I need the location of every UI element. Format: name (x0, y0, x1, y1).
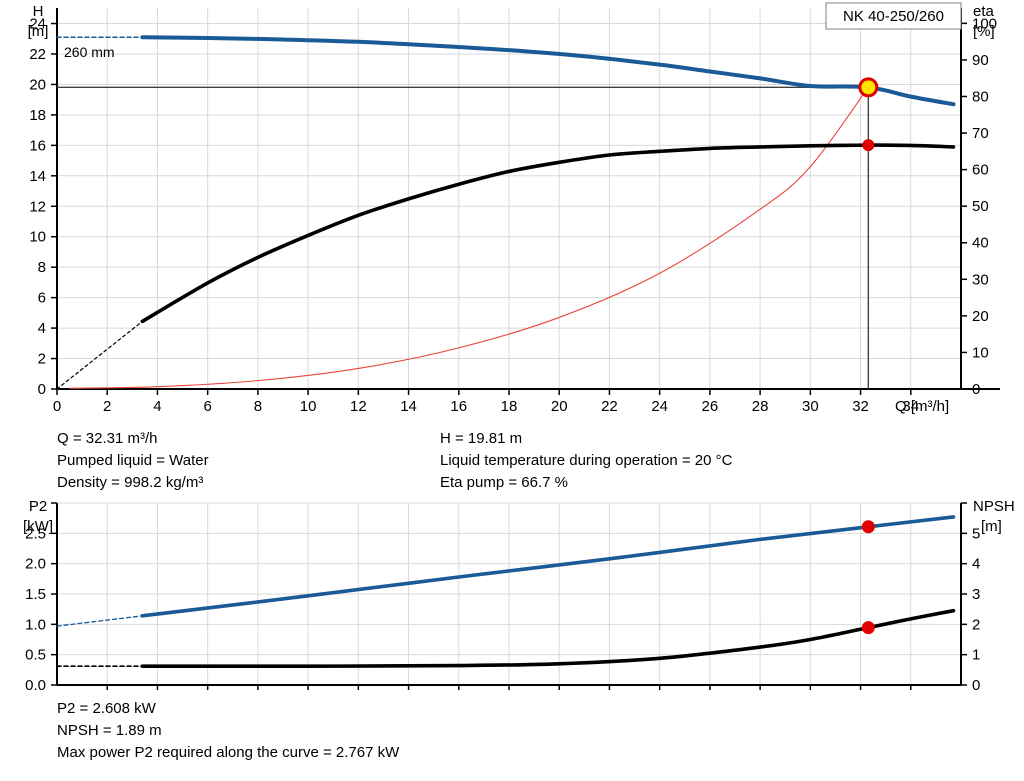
x-tick-label: 30 (802, 398, 819, 415)
y-right-tick-label: 5 (972, 525, 980, 542)
y-left-tick-label: 18 (29, 107, 46, 124)
y-right-tick-label: 4 (972, 556, 980, 573)
x-tick-label: 18 (501, 398, 518, 415)
y-right-tick-label: 70 (972, 125, 989, 142)
power-info-left: P2 = 2.608 kW NPSH = 1.89 m Max power P2 r… (57, 698, 399, 764)
y-left-axis-unit: [kW] (23, 518, 53, 535)
x-tick-label: 10 (300, 398, 317, 415)
duty-info-right-line-3: Eta pump = 66.7 % (440, 474, 568, 491)
duty-info-right-line-1: H = 19.81 m (440, 430, 523, 447)
x-tick-label: 28 (752, 398, 769, 415)
duty-info-left-line-3: Density = 998.2 kg/m³ (57, 474, 204, 491)
efficiency-curve-extension (56, 320, 143, 390)
y-left-tick-label: 16 (29, 137, 46, 154)
duty-info-left-line-2: Pumped liquid = Water (57, 452, 209, 469)
y-right-tick-label: 0 (972, 381, 980, 398)
duty-info-right: H = 19.81 m Liquid temperature during ope… (440, 428, 732, 494)
x-tick-label: 20 (551, 398, 568, 415)
x-tick-label: 8 (254, 398, 262, 415)
power-duty-point-marker[interactable] (861, 520, 875, 534)
y-right-tick-label: 80 (972, 88, 989, 105)
y-left-tick-label: 0 (38, 381, 46, 398)
y-left-tick-label: 1.0 (25, 616, 46, 633)
head-curve (140, 35, 956, 107)
power-curve-extension (56, 615, 144, 627)
pump-title-box-label: NK 40-250/260 (843, 8, 944, 25)
duty-info-left-line-1: Q = 32.31 m³/h (57, 430, 158, 447)
y-right-axis-title: NPSH (973, 498, 1015, 515)
y-left-tick-label: 2 (38, 351, 46, 368)
y-left-tick-label: 10 (29, 229, 46, 246)
head-duty-point-marker[interactable] (858, 77, 879, 98)
y-right-tick-label: 50 (972, 198, 989, 215)
y-right-tick-label: 90 (972, 52, 989, 69)
y-right-axis-unit: [%] (973, 23, 995, 40)
x-tick-label: 16 (450, 398, 467, 415)
x-tick-label: 14 (400, 398, 417, 415)
y-right-tick-label: 100 (972, 15, 997, 32)
npsh-curve-thin (69, 86, 869, 389)
duty-info-right-line-2: Liquid temperature during operation = 20… (440, 452, 733, 469)
y-left-tick-label: 2.5 (25, 525, 46, 542)
x-axis-title: Q [m³/h] (895, 398, 949, 415)
y-left-tick-label: 0.5 (25, 647, 46, 664)
y-left-tick-label: 4 (38, 320, 46, 337)
impeller-diameter-label: 260 mm (64, 44, 115, 60)
y-right-tick-label: 30 (972, 271, 989, 288)
y-right-tick-label: 2 (972, 616, 980, 633)
y-left-tick-label: 2.0 (25, 556, 46, 573)
y-left-tick-label: 22 (29, 46, 46, 63)
y-left-tick-label: 1.5 (25, 586, 46, 603)
efficiency-duty-point-marker[interactable] (862, 139, 875, 152)
bottom-chart-group: 0.0 0.5 1.0 1.5 2.0 2.5 0 1 2 3 4 5 P2 [kW] NPSH [m] (23, 498, 1015, 694)
efficiency-curve (140, 143, 956, 324)
power-info-left-line-3: Max power P2 required along the curve = … (57, 744, 400, 761)
y-left-tick-label: 12 (29, 198, 46, 215)
y-left-tick-label: 6 (38, 290, 46, 307)
y-left-tick-label: 0.0 (25, 677, 46, 694)
y-left-axis-title: P2 (29, 498, 47, 515)
y-left-tick-label: 20 (29, 76, 46, 93)
y-right-tick-label: 1 (972, 647, 980, 664)
x-tick-label: 34 (902, 398, 919, 415)
x-tick-label: 12 (350, 398, 367, 415)
npsh-curve (140, 608, 956, 669)
x-tick-label: 22 (601, 398, 618, 415)
power-curve (140, 515, 956, 618)
y-right-tick-label: 10 (972, 344, 989, 361)
y-left-tick-label: 8 (38, 259, 46, 276)
head-efficiency-chart: 0246810121416182022240102030405060708090… (28, 2, 1000, 415)
y-right-tick-label: 60 (972, 162, 989, 179)
y-left-tick-label: 14 (29, 168, 46, 185)
y-left-axis-unit: [m] (28, 23, 49, 40)
power-info-left-line-1: P2 = 2.608 kW (57, 700, 156, 717)
y-right-tick-label: 3 (972, 586, 980, 603)
y-right-tick-label: 20 (972, 308, 989, 325)
x-tick-label: 6 (203, 398, 211, 415)
pump-title-box-frame (825, 2, 962, 30)
x-tick-label: 26 (702, 398, 719, 415)
npsh-duty-point-marker[interactable] (861, 621, 875, 635)
x-tick-label: 4 (153, 398, 161, 415)
y-right-tick-label: 40 (972, 235, 989, 252)
y-right-axis-title: eta (973, 3, 995, 20)
y-right-tick-label: 0 (972, 677, 980, 694)
power-info-left-line-2: NPSH = 1.89 m (57, 722, 162, 739)
x-tick-label: 0 (53, 398, 61, 415)
top-chart-group: 0246810121416182022240102030405060708090… (28, 3, 1000, 415)
x-tick-label: 2 (103, 398, 111, 415)
power-npsh-chart: 0.0 0.5 1.0 1.5 2.0 2.5 0 1 2 3 4 5 P2 [kW] NPSH [m] (23, 498, 1015, 694)
y-left-axis-title: H (33, 3, 44, 20)
y-left-tick-label: 24 (29, 16, 46, 33)
duty-info-left: Q = 32.31 m³/h Pumped liquid = Water Densi… (57, 428, 209, 494)
x-tick-label: 32 (852, 398, 869, 415)
pump-title-box: NK 40-250/260 (825, 2, 962, 30)
y-right-axis-unit: [m] (981, 518, 1002, 535)
x-tick-label: 24 (651, 398, 668, 415)
